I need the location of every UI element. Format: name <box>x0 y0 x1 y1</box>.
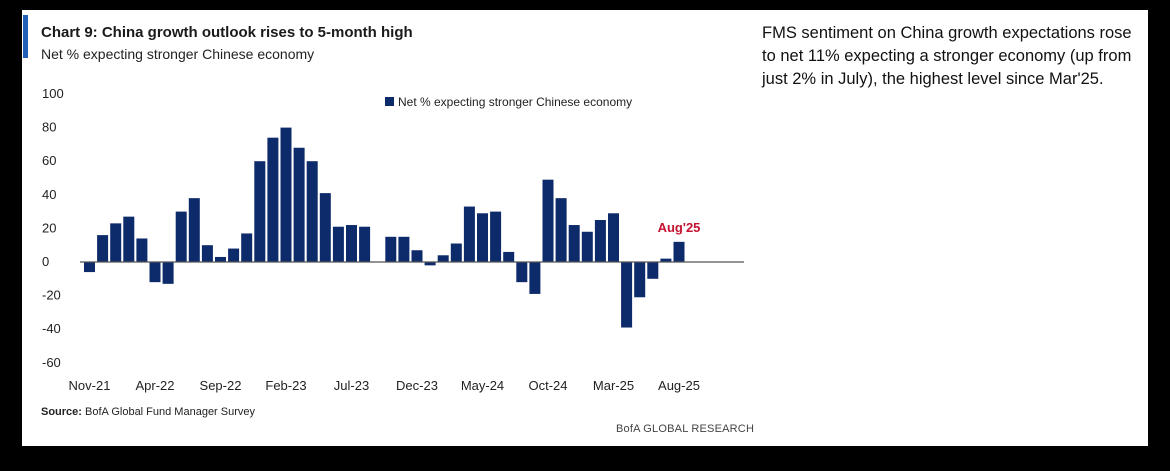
bar-Apr-25 <box>621 262 633 328</box>
x-tick-label: Nov-21 <box>69 378 111 393</box>
bar-Nov-22 <box>241 233 253 262</box>
bar-Oct-24 <box>542 179 554 262</box>
bar-Aug-25 <box>673 241 685 262</box>
bar-Dec-22 <box>254 161 266 262</box>
y-tick-label: 0 <box>42 254 49 269</box>
chart-card: Chart 9: China growth outlook rises to 5… <box>22 10 1148 446</box>
bar-Jul-22 <box>188 198 200 262</box>
y-axis: 100 80 60 40 20 0 -20 -40 -60 <box>42 86 64 370</box>
bar-Apr-24 <box>463 206 475 262</box>
bar-Nov-24 <box>555 198 567 262</box>
bar-Aug-24 <box>516 262 528 283</box>
bar-Sep-22 <box>215 256 226 262</box>
chart-title: Chart 9: China growth outlook rises to 5… <box>41 24 413 41</box>
bar-May-24 <box>477 213 488 262</box>
bar-Apr-23 <box>306 161 318 262</box>
bar-May-23 <box>319 193 331 262</box>
x-tick-label: Sep-22 <box>200 378 242 393</box>
x-tick-label: Aug-25 <box>658 378 700 393</box>
x-tick-label: Dec-23 <box>396 378 438 393</box>
legend-swatch <box>385 97 394 106</box>
bar-Mar-22 <box>136 238 148 262</box>
bar-chart: 100 80 60 40 20 0 -20 -40 -60 Nov-21 Apr-22 Sep-22… <box>42 86 744 393</box>
x-tick-label: Mar-25 <box>593 378 634 393</box>
chart-legend: Net % expecting stronger Chinese economy <box>385 95 632 109</box>
x-axis: Nov-21 Apr-22 Sep-22 Feb-23 Jul-23 Dec-23 May-… <box>69 378 700 393</box>
x-tick-label: Feb-23 <box>265 378 306 393</box>
annotation-aug25: Aug'25 <box>658 220 701 235</box>
bar-Jun-25 <box>647 262 659 279</box>
bar-May-25 <box>634 262 646 298</box>
bar-Feb-25 <box>594 220 606 262</box>
source-text: BofA Global Fund Manager Survey <box>85 406 256 418</box>
y-tick-label: 80 <box>42 120 56 135</box>
y-tick-label: 20 <box>42 220 56 235</box>
y-tick-label: -40 <box>42 321 61 336</box>
bar-Jun-24 <box>490 211 502 262</box>
bar-Nov-21 <box>84 262 95 273</box>
bar-Oct-23 <box>385 236 397 262</box>
x-tick-label: Oct-24 <box>528 378 567 393</box>
bar-Apr-22 <box>149 262 161 283</box>
legend-label: Net % expecting stronger Chinese economy <box>398 95 632 109</box>
bar-Nov-23 <box>398 236 410 262</box>
bar-Jan-25 <box>581 231 593 262</box>
bar-Mar-23 <box>293 147 305 262</box>
y-tick-label: -20 <box>42 288 61 303</box>
source-note: Source: BofA Global Fund Manager Survey <box>41 406 255 418</box>
bar-Jul-25 <box>660 258 672 262</box>
bar-May-22 <box>162 262 174 284</box>
x-tick-label: Jul-23 <box>334 378 369 393</box>
bar-Mar-25 <box>608 213 619 262</box>
source-label: Source: <box>41 406 82 418</box>
bar-Jan-23 <box>267 137 279 262</box>
x-tick-label: May-24 <box>461 378 504 393</box>
bar-Jun-23 <box>332 226 344 262</box>
bar-Mar-24 <box>450 243 462 262</box>
bar-Jan-22 <box>110 223 122 262</box>
bar-Jul-23 <box>346 225 357 262</box>
bar-series <box>84 127 685 328</box>
bar-Dec-21 <box>97 235 109 262</box>
y-tick-label: 100 <box>42 86 64 101</box>
bar-Jul-24 <box>503 251 515 262</box>
bar-Oct-22 <box>228 248 240 262</box>
commentary-text: FMS sentiment on China growth expectatio… <box>762 24 1132 88</box>
bar-Aug-23 <box>359 226 371 262</box>
y-tick-label: 40 <box>42 187 56 202</box>
bar-Aug-22 <box>201 245 213 262</box>
bar-Dec-24 <box>568 225 580 262</box>
y-tick-label: 60 <box>42 153 56 168</box>
bar-Feb-23 <box>280 127 292 262</box>
brand-label: BofA GLOBAL RESEARCH <box>616 423 755 435</box>
bar-Feb-22 <box>123 216 135 262</box>
x-tick-label: Apr-22 <box>135 378 174 393</box>
title-accent-bar <box>23 15 28 58</box>
bar-Feb-24 <box>437 255 449 262</box>
bar-Jun-22 <box>175 211 187 262</box>
bar-Dec-23 <box>411 250 423 262</box>
bar-Sep-24 <box>529 262 541 294</box>
chart-subtitle: Net % expecting stronger Chinese economy <box>41 46 315 62</box>
bar-Jan-24 <box>424 262 436 266</box>
y-tick-label: -60 <box>42 355 61 370</box>
